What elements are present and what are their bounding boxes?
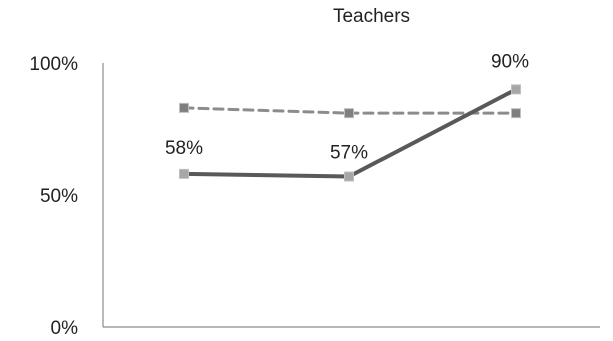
series-2-point [511, 108, 521, 119]
chart-title: Teachers [332, 6, 411, 27]
data-label: 90% [491, 51, 529, 72]
y-tick-label: 50% [40, 186, 78, 207]
data-label: 57% [330, 143, 368, 164]
y-tick-label: 0% [51, 318, 79, 339]
y-tick-label: 100% [29, 54, 78, 75]
series-2-point [344, 108, 354, 119]
series-1-point [179, 168, 189, 179]
data-label: 58% [165, 138, 203, 159]
series-1-point [511, 84, 521, 95]
series-1-point [344, 171, 354, 182]
series-2-point [179, 102, 189, 113]
